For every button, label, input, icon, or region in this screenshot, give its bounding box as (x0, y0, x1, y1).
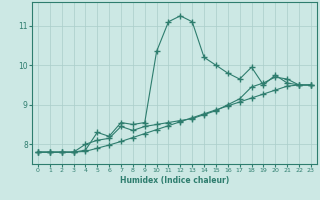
X-axis label: Humidex (Indice chaleur): Humidex (Indice chaleur) (120, 176, 229, 185)
